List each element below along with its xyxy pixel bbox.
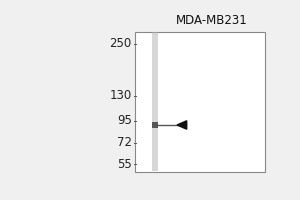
Text: MDA-MB231: MDA-MB231	[176, 14, 248, 27]
Text: 250: 250	[110, 37, 132, 50]
Text: 95: 95	[117, 114, 132, 127]
Text: 130: 130	[110, 89, 132, 102]
Text: 55: 55	[117, 158, 132, 171]
Bar	[152, 32, 158, 171]
Text: 72: 72	[117, 136, 132, 149]
Bar	[152, 122, 158, 128]
Bar	[135, 32, 266, 172]
Polygon shape	[177, 121, 187, 129]
